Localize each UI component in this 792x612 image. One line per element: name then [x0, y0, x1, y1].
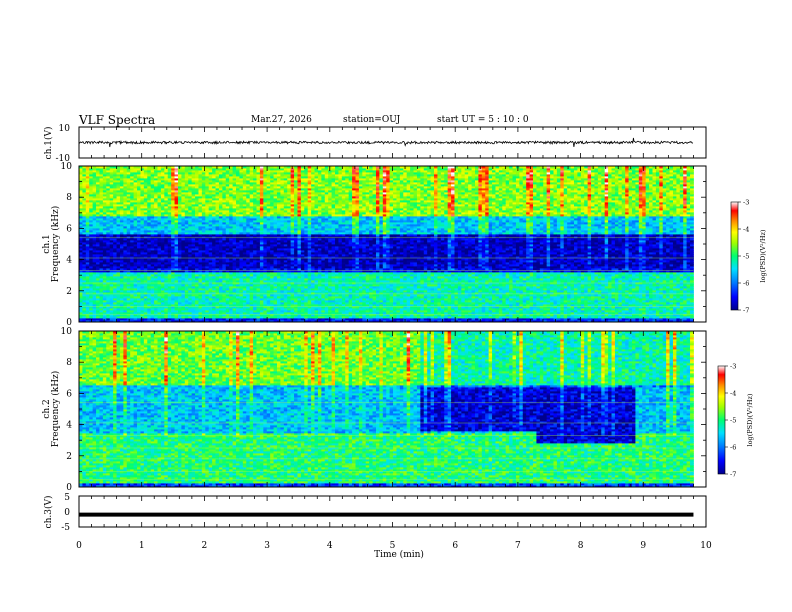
ch1-spectrogram-image [79, 166, 694, 322]
ch1-panel: 10 -10 ch.1(V) [43, 124, 706, 164]
ch1-ytick-top: 10 [59, 124, 71, 134]
ch1-waveform-line [79, 138, 693, 147]
ch1-ylabel: ch.1(V) [43, 127, 54, 160]
